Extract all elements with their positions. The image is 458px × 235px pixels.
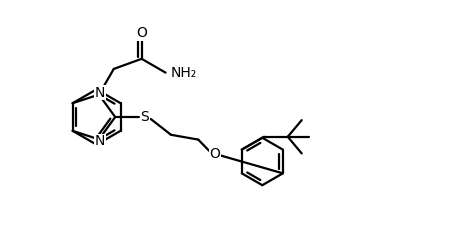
Text: O: O [136,26,147,40]
Text: S: S [141,110,149,124]
Text: O: O [209,147,220,161]
Text: N: N [95,86,105,100]
Text: NH₂: NH₂ [170,66,197,80]
Text: N: N [95,134,105,148]
